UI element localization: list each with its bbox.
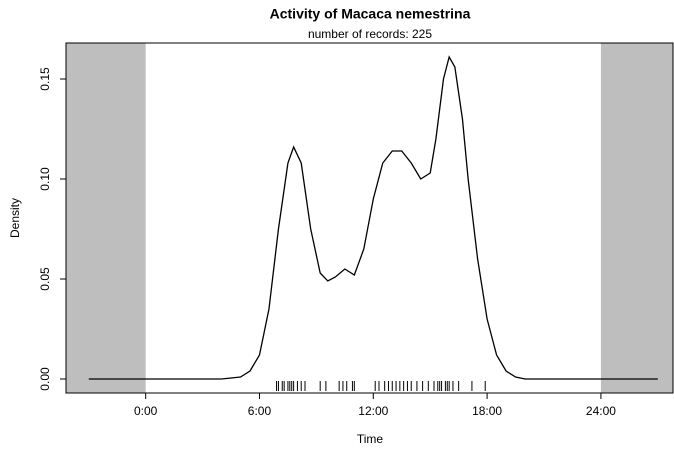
y-tick-label: 0.15 [38, 67, 52, 91]
y-tick-label: 0.05 [38, 267, 52, 291]
density-line [88, 55, 658, 380]
x-tick-label: 24:00 [586, 404, 616, 418]
x-tick-label: 12:00 [358, 404, 388, 418]
x-tick-label: 0:00 [134, 404, 158, 418]
x-tick-label: 18:00 [472, 404, 502, 418]
chart-title: Activity of Macaca nemestrina [270, 6, 471, 22]
y-tick-label: 0.10 [38, 167, 52, 191]
night-shade [600, 43, 673, 393]
plot-frame [65, 42, 674, 394]
chart-subtitle: number of records: 225 [308, 27, 432, 41]
night-shade [66, 43, 146, 393]
x-axis-label: Time [357, 432, 384, 446]
y-axis-label: Density [8, 198, 22, 238]
x-tick-label: 6:00 [248, 404, 272, 418]
y-tick-label: 0.00 [38, 367, 52, 391]
